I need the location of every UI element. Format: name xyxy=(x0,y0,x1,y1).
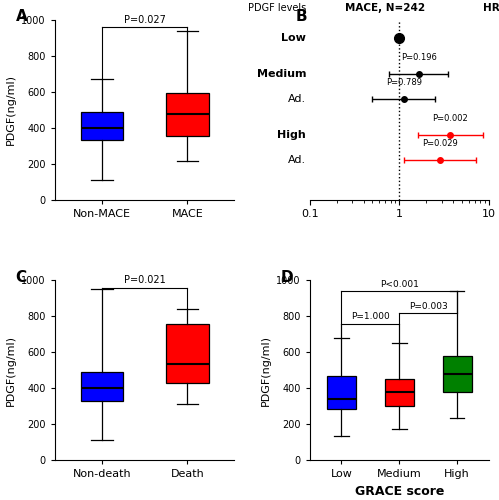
Text: P=0.789: P=0.789 xyxy=(386,78,422,88)
Text: MACE, N=242: MACE, N=242 xyxy=(345,3,425,13)
Text: C: C xyxy=(15,270,26,284)
Text: P=0.196: P=0.196 xyxy=(401,53,437,62)
Text: P=0.029: P=0.029 xyxy=(422,140,458,148)
PathPatch shape xyxy=(166,324,209,383)
Text: A: A xyxy=(15,9,27,24)
Y-axis label: PDGF(ng/ml): PDGF(ng/ml) xyxy=(6,74,16,146)
Text: PDGF levels: PDGF levels xyxy=(248,3,306,13)
Text: High: High xyxy=(277,130,306,140)
Text: Medium: Medium xyxy=(256,69,306,79)
PathPatch shape xyxy=(80,112,123,140)
PathPatch shape xyxy=(443,356,472,392)
X-axis label: GRACE score: GRACE score xyxy=(355,484,444,498)
Text: Low: Low xyxy=(281,33,306,43)
Text: P=1.000: P=1.000 xyxy=(351,312,390,322)
Text: P<0.001: P<0.001 xyxy=(380,280,419,289)
PathPatch shape xyxy=(166,92,209,136)
Text: P=0.027: P=0.027 xyxy=(124,15,166,25)
PathPatch shape xyxy=(80,372,123,400)
Text: D: D xyxy=(281,270,293,284)
PathPatch shape xyxy=(327,376,356,409)
Y-axis label: PDGF(ng/ml): PDGF(ng/ml) xyxy=(260,334,270,406)
Y-axis label: PDGF(ng/ml): PDGF(ng/ml) xyxy=(6,334,16,406)
Text: P=0.003: P=0.003 xyxy=(409,302,448,310)
Text: Ad.: Ad. xyxy=(288,94,306,104)
Text: P=0.002: P=0.002 xyxy=(432,114,468,124)
Text: HR(95% CI): HR(95% CI) xyxy=(483,3,499,13)
PathPatch shape xyxy=(385,379,414,406)
Text: B: B xyxy=(295,9,307,24)
Text: Ad.: Ad. xyxy=(288,155,306,165)
Text: P=0.021: P=0.021 xyxy=(124,276,166,285)
